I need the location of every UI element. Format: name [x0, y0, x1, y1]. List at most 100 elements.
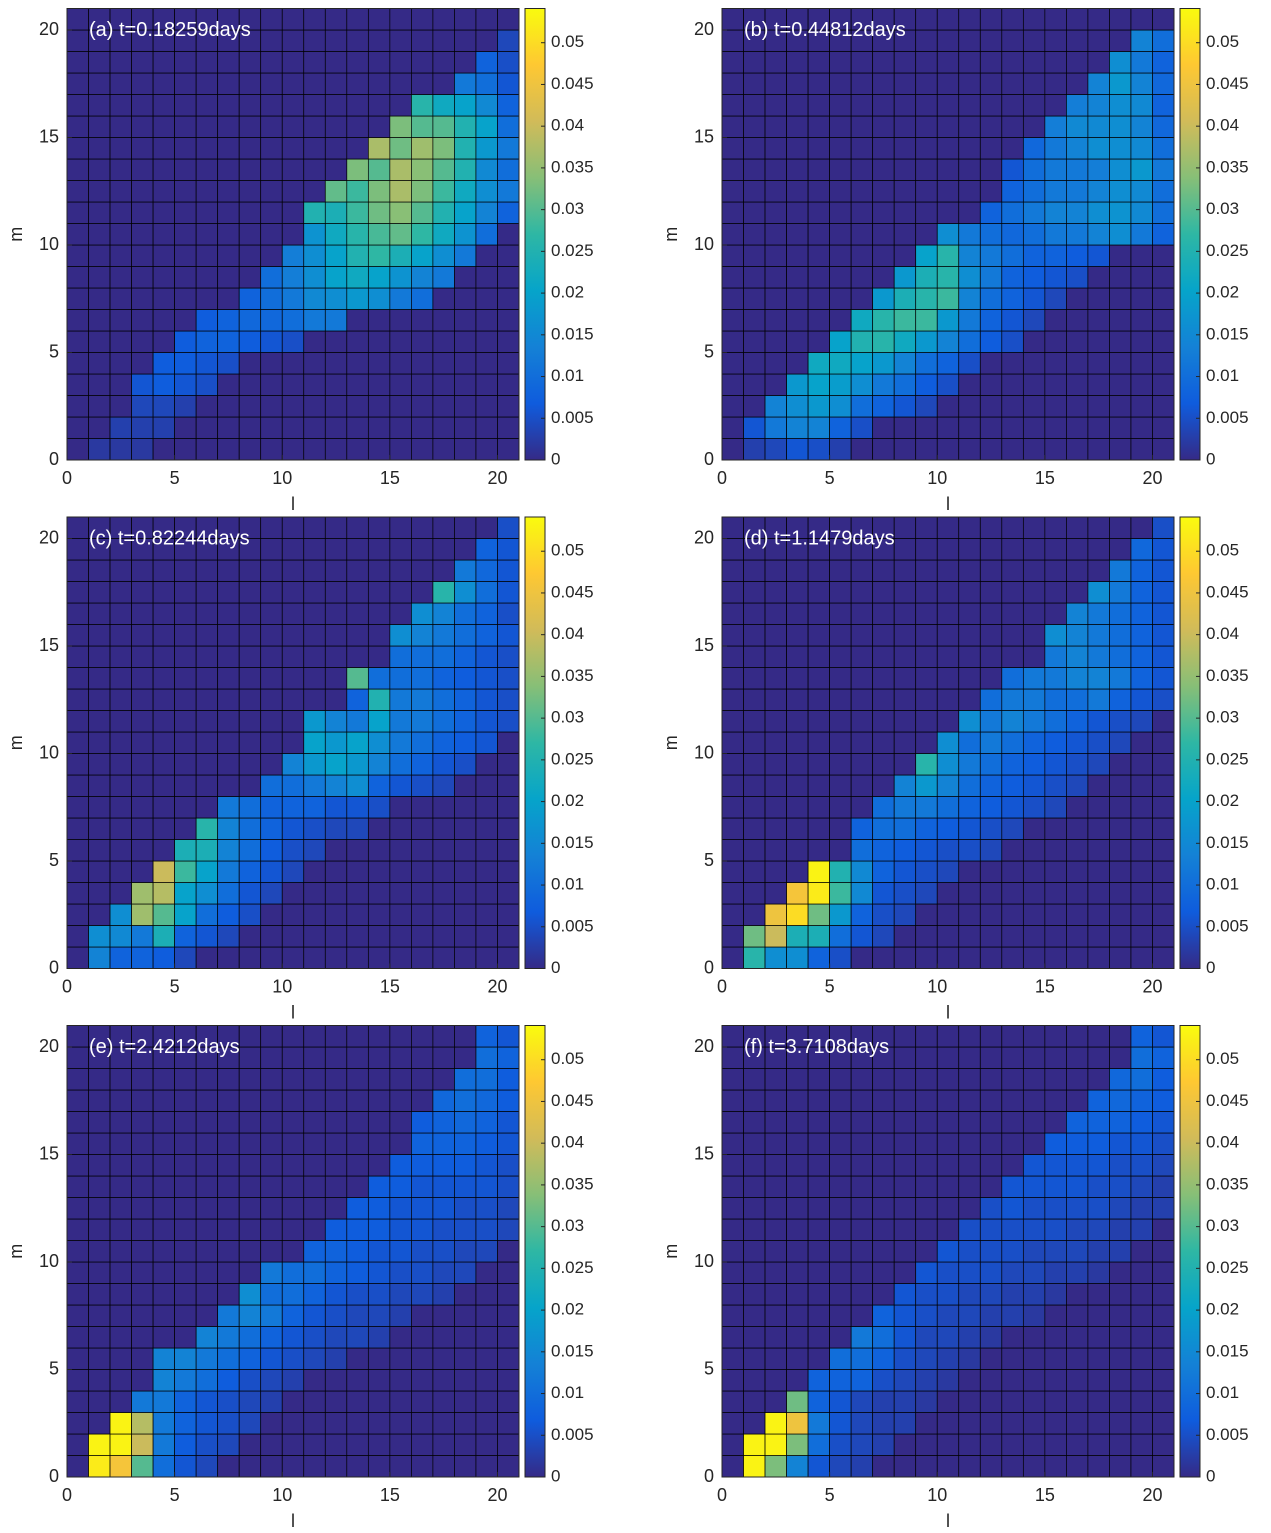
cell — [936, 352, 960, 375]
colorbar — [1179, 1025, 1201, 1478]
cell — [936, 1433, 960, 1456]
cell — [1152, 330, 1175, 353]
cell — [88, 1455, 111, 1478]
cell — [743, 925, 766, 948]
cell — [411, 223, 434, 246]
cell — [1109, 244, 1132, 267]
cell — [872, 1304, 895, 1327]
cell — [195, 1369, 219, 1392]
colorbar — [524, 1025, 546, 1478]
cell — [454, 1132, 477, 1155]
cell — [979, 395, 1003, 418]
cell — [432, 1455, 455, 1478]
cell — [1109, 1111, 1132, 1134]
cell — [936, 1412, 960, 1435]
cell — [195, 72, 219, 95]
cell — [1109, 94, 1132, 117]
cell — [1001, 266, 1024, 289]
cell — [850, 817, 874, 840]
cell — [979, 667, 1003, 690]
cell — [389, 287, 412, 310]
cell — [958, 624, 981, 647]
cell — [131, 688, 154, 711]
cell — [764, 94, 787, 117]
cell — [1087, 352, 1110, 375]
cell — [281, 753, 305, 776]
cell — [872, 51, 895, 74]
cell — [346, 416, 369, 439]
cell — [743, 1326, 766, 1349]
cell — [979, 602, 1003, 625]
cell — [915, 925, 938, 948]
cell — [195, 860, 219, 883]
cell — [1130, 94, 1153, 117]
cell — [936, 1025, 960, 1048]
cell — [721, 1175, 744, 1198]
cell — [1001, 581, 1024, 604]
cell — [152, 51, 175, 74]
cell — [893, 158, 917, 181]
cell — [1152, 1240, 1175, 1263]
cell — [872, 1261, 895, 1284]
cell — [807, 1326, 830, 1349]
cell — [936, 51, 960, 74]
cell — [850, 1175, 874, 1198]
cell — [88, 223, 111, 246]
cell — [1152, 309, 1175, 332]
axes-frame — [721, 1025, 1175, 1478]
cell — [260, 223, 283, 246]
cell — [979, 266, 1003, 289]
cell — [497, 581, 520, 604]
cell — [66, 373, 89, 396]
cell — [238, 244, 262, 267]
cell — [195, 158, 219, 181]
cell — [829, 710, 852, 733]
cell — [807, 223, 830, 246]
cell — [1109, 1046, 1132, 1069]
colorbar-tick-label: 0.015 — [1206, 324, 1249, 343]
cell — [131, 416, 154, 439]
cell — [217, 688, 240, 711]
cell — [152, 774, 175, 797]
cell — [786, 1433, 809, 1456]
cell — [454, 1111, 477, 1134]
cell — [1087, 731, 1110, 754]
cell — [1001, 516, 1024, 539]
cell — [174, 1154, 197, 1177]
cell — [389, 1197, 412, 1220]
cell — [238, 94, 262, 117]
cell — [195, 352, 219, 375]
cell — [66, 559, 89, 582]
cell — [131, 796, 154, 819]
cell — [1044, 8, 1067, 31]
cell — [850, 1347, 874, 1370]
cell — [324, 516, 348, 539]
cell — [958, 1261, 981, 1284]
cell — [1130, 1304, 1153, 1327]
cell — [497, 667, 520, 690]
cell — [131, 1111, 154, 1134]
cell — [497, 201, 520, 224]
cell — [1109, 1412, 1132, 1435]
cell — [721, 330, 744, 353]
y-tick-label: 5 — [49, 341, 59, 361]
cell — [850, 667, 874, 690]
cell — [893, 352, 917, 375]
cell — [389, 882, 412, 905]
cell — [1066, 438, 1089, 461]
cell — [721, 72, 744, 95]
cell — [475, 839, 498, 862]
cell — [743, 667, 766, 690]
cell — [497, 1089, 520, 1112]
cell — [174, 115, 197, 138]
cell — [238, 645, 262, 668]
cell — [195, 416, 219, 439]
cell — [764, 137, 787, 160]
cell — [66, 516, 89, 539]
colorbar-tick-label: 0.04 — [551, 116, 584, 135]
cell — [195, 946, 219, 969]
cell — [174, 266, 197, 289]
cell — [475, 667, 498, 690]
cell — [131, 602, 154, 625]
cell — [936, 538, 960, 561]
